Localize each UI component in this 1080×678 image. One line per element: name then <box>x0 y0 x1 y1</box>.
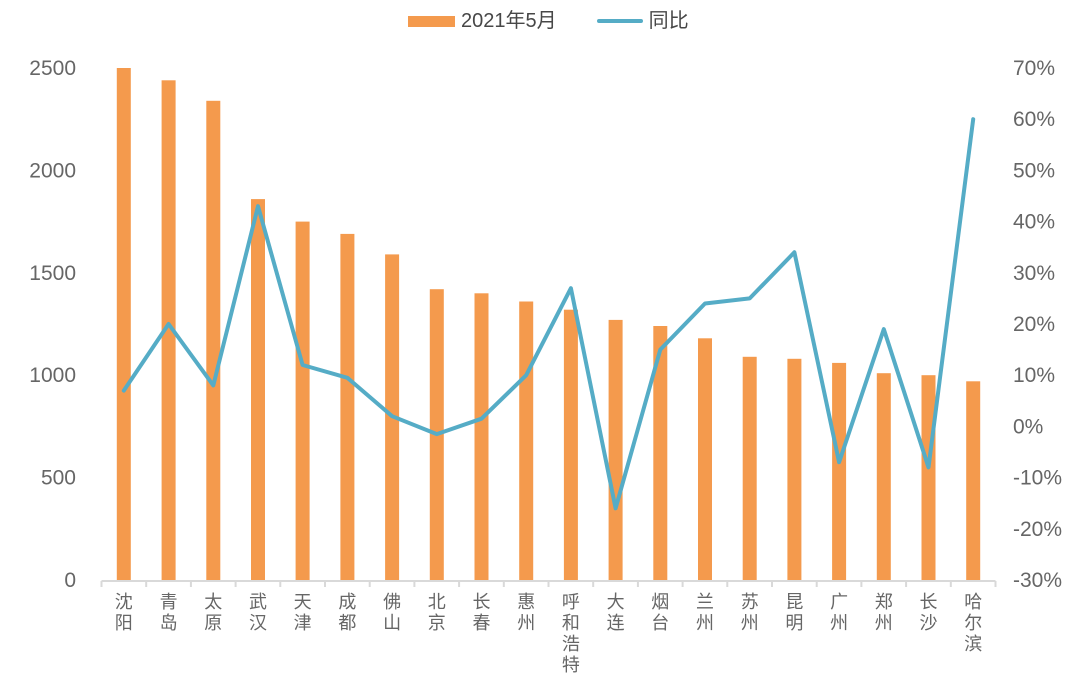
x-axis-category-label: 太原 <box>204 592 222 633</box>
bar-天津 <box>295 221 310 580</box>
legend-bar-label: 2021年5月 <box>461 10 557 32</box>
x-axis-category-label: 郑州 <box>875 592 893 633</box>
bar-青岛 <box>161 80 176 581</box>
bar-呼和浩特 <box>563 309 578 580</box>
x-axis-category-label: 北京 <box>428 592 446 633</box>
bar-哈尔滨 <box>966 381 981 580</box>
legend-bar-swatch <box>408 15 455 27</box>
x-axis-category-label: 沈阳 <box>115 592 133 633</box>
x-axis-category-label: 天津 <box>294 592 312 633</box>
x-axis-category-label: 苏州 <box>741 592 759 633</box>
bar-长沙 <box>921 375 936 580</box>
x-axis-category-label: 烟台 <box>651 592 669 633</box>
yoy-line <box>121 117 976 511</box>
right-axis-tick-label: 40% <box>1013 211 1055 234</box>
left-axis-tick-label: 0 <box>64 569 76 592</box>
legend: 2021年5月 同比 <box>408 10 689 32</box>
right-axis-tick-label: 50% <box>1013 159 1055 182</box>
right-axis-tick-label: -20% <box>1013 518 1062 541</box>
x-axis-category-label: 广州 <box>830 592 848 633</box>
legend-line-swatch <box>596 19 643 23</box>
left-axis-tick-label: 500 <box>41 467 76 490</box>
legend-line-label: 同比 <box>648 10 689 32</box>
bar-沈阳 <box>116 68 131 580</box>
x-axis-category-label: 佛山 <box>383 592 401 633</box>
bar-昆明 <box>787 358 802 580</box>
left-axis-tick-label: 2000 <box>29 159 76 182</box>
bar-惠州 <box>519 301 534 580</box>
x-axis-category-label: 青岛 <box>160 592 178 633</box>
right-axis-tick-label: 60% <box>1013 108 1055 131</box>
right-axis-tick-label: 30% <box>1013 262 1055 285</box>
x-axis-category-label: 武汉 <box>249 592 267 633</box>
right-axis-tick-label: -30% <box>1013 569 1062 592</box>
x-axis-category-label: 哈尔滨 <box>964 592 982 654</box>
bar-兰州 <box>698 338 712 580</box>
right-axis-tick-label: 10% <box>1013 364 1055 387</box>
legend-item-line-series: 同比 <box>596 10 689 32</box>
x-axis-category-label: 长春 <box>473 592 491 633</box>
bar-郑州 <box>876 373 891 580</box>
bar-烟台 <box>653 326 668 580</box>
bar-太原 <box>206 100 221 581</box>
x-axis-category-label: 大连 <box>607 592 625 633</box>
right-axis-tick-label: 20% <box>1013 313 1055 336</box>
bar-武汉 <box>251 199 265 580</box>
legend-item-bar-series: 2021年5月 <box>408 10 557 32</box>
x-axis-category-label: 惠州 <box>517 592 535 633</box>
bar-成都 <box>340 233 355 580</box>
right-axis-tick-label: 0% <box>1013 415 1043 438</box>
left-axis-tick-label: 1500 <box>29 262 76 285</box>
right-axis-tick-label: -10% <box>1013 467 1062 490</box>
x-axis-category-label: 成都 <box>338 592 356 633</box>
bar-大连 <box>608 319 623 580</box>
x-axis-category-label: 长沙 <box>920 592 938 633</box>
bar-苏州 <box>742 356 757 580</box>
x-axis-category-label: 兰州 <box>696 592 714 633</box>
bar-广州 <box>832 362 847 580</box>
x-axis-category-label: 昆明 <box>785 592 803 633</box>
right-axis-tick-label: 70% <box>1013 57 1055 80</box>
left-axis-tick-label: 1000 <box>29 364 76 387</box>
bar-长春 <box>474 293 489 580</box>
left-axis-tick-label: 2500 <box>29 57 76 80</box>
x-axis-category-label: 呼和浩特 <box>562 592 580 675</box>
